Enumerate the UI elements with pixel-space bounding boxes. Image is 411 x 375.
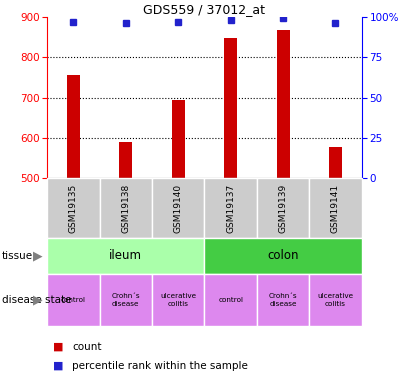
Bar (205, 238, 362, 274)
Bar (205, 178, 257, 238)
Text: Crohn´s
disease: Crohn´s disease (269, 294, 298, 306)
Bar (67, 75, 80, 178)
Bar (47, 178, 100, 238)
Bar (47, 274, 100, 326)
Text: Crohn´s
disease: Crohn´s disease (111, 294, 140, 306)
Bar (172, 100, 185, 178)
Bar (257, 274, 309, 326)
Text: ■: ■ (53, 342, 64, 352)
Bar (277, 30, 290, 178)
Text: GSM19140: GSM19140 (174, 184, 183, 232)
Bar (309, 274, 362, 326)
Text: GSM19137: GSM19137 (226, 183, 235, 233)
Text: ▶: ▶ (33, 294, 42, 306)
Text: ▶: ▶ (33, 249, 42, 262)
Text: count: count (72, 342, 102, 352)
Bar (224, 38, 237, 178)
Text: control: control (61, 297, 86, 303)
Text: GSM19139: GSM19139 (279, 183, 288, 233)
Text: ulcerative
colitis: ulcerative colitis (160, 294, 196, 306)
Text: ulcerative
colitis: ulcerative colitis (317, 294, 353, 306)
Bar (100, 274, 152, 326)
Text: ileum: ileum (109, 249, 142, 262)
Text: ■: ■ (53, 361, 64, 370)
Bar (205, 274, 257, 326)
Bar (119, 142, 132, 178)
Text: GSM19138: GSM19138 (121, 183, 130, 233)
Text: tissue: tissue (2, 251, 33, 261)
Bar (329, 147, 342, 178)
Bar (152, 274, 205, 326)
Title: GDS559 / 37012_at: GDS559 / 37012_at (143, 3, 266, 16)
Bar (47, 238, 205, 274)
Text: GSM19141: GSM19141 (331, 184, 340, 232)
Text: colon: colon (267, 249, 299, 262)
Text: percentile rank within the sample: percentile rank within the sample (72, 361, 248, 370)
Bar (309, 178, 362, 238)
Text: GSM19135: GSM19135 (69, 183, 78, 233)
Bar (100, 178, 152, 238)
Bar (152, 178, 205, 238)
Text: disease state: disease state (2, 295, 72, 305)
Bar (257, 178, 309, 238)
Text: control: control (218, 297, 243, 303)
